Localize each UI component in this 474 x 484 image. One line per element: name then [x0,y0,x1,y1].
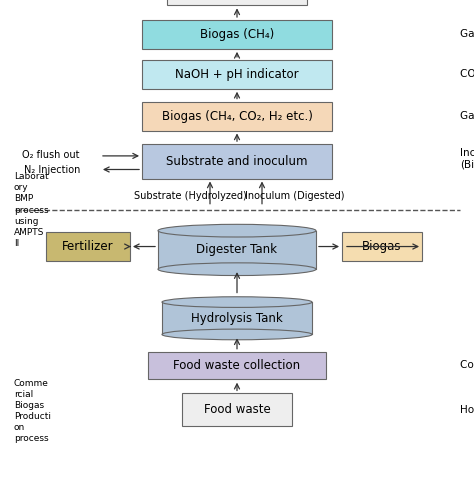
Text: Inoculum (Digested): Inoculum (Digested) [245,191,345,201]
Bar [167,0,307,5]
Bar [142,144,332,179]
Bar [46,232,130,261]
Text: Digester Tank: Digester Tank [197,243,277,257]
Ellipse shape [162,297,312,307]
Text: Substrate (Hydrolyzed): Substrate (Hydrolyzed) [134,191,246,201]
Bar [162,302,312,334]
Bar [148,352,326,379]
Text: Incubation unit
(Bioreactors): Incubation unit (Bioreactors) [460,148,474,169]
Bar [182,393,292,426]
Bar [142,20,332,49]
Text: Gas measuring unit: Gas measuring unit [460,30,474,39]
Text: Collection unit: Collection unit [460,360,474,370]
Text: Houses (kitchen): Houses (kitchen) [460,405,474,415]
Bar [342,232,422,261]
Text: Biogas (CH₄, CO₂, H₂ etc.): Biogas (CH₄, CO₂, H₂ etc.) [162,109,312,122]
Text: Biogas: Biogas [362,240,402,253]
Text: Hydrolysis Tank: Hydrolysis Tank [191,312,283,325]
Text: NaOH + pH indicator: NaOH + pH indicator [175,68,299,81]
Text: Comme
rcial
Biogas
Producti
on
process: Comme rcial Biogas Producti on process [14,379,51,443]
Text: CO2 fixing unit: CO2 fixing unit [460,69,474,79]
Bar [158,231,316,269]
Text: Laborat
ory
BMP
process
using
AMPTS
II: Laborat ory BMP process using AMPTS II [14,172,49,248]
Text: Gas sampling unit: Gas sampling unit [460,111,474,121]
Text: N₂ Injection: N₂ Injection [24,166,80,175]
Ellipse shape [158,224,316,237]
Text: O₂ flush out: O₂ flush out [22,150,80,160]
Text: Fertilizer: Fertilizer [62,240,114,253]
Text: Biogas (CH₄): Biogas (CH₄) [200,28,274,41]
Ellipse shape [158,263,316,275]
Text: Substrate and inoculum: Substrate and inoculum [166,155,308,168]
Text: Food waste collection: Food waste collection [173,359,301,372]
Bar [142,60,332,89]
Ellipse shape [162,329,312,340]
Text: Food waste: Food waste [204,403,270,416]
Bar [142,102,332,131]
